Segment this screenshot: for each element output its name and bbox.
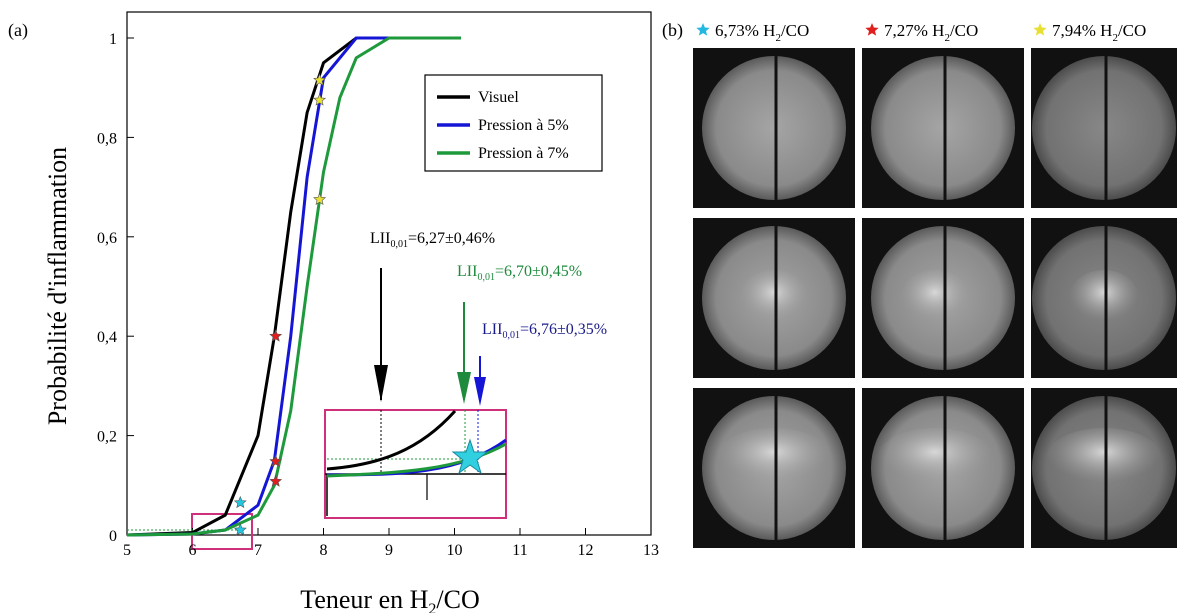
arrow-head [374, 365, 388, 402]
photo-disk [1032, 56, 1176, 200]
condition-label: 7,27% H2/CO [884, 21, 978, 44]
series-line [126, 36, 462, 537]
arrow-head [474, 377, 486, 406]
x-tick-label: 5 [123, 542, 131, 559]
inset-frame [324, 409, 507, 519]
annotation-text: =6,27±0,46% [408, 230, 495, 247]
annotation-text: LII [370, 230, 390, 247]
annotations: LII0,01=6,27±0,46%LII0,01=6,70±0,45%LII0… [370, 230, 607, 341]
photo-flame [1069, 270, 1139, 326]
condition-label: 6,73% H2/CO [715, 21, 809, 44]
x-tick-label: 9 [385, 542, 393, 559]
star-marker [313, 192, 327, 206]
condition-star [865, 23, 879, 36]
y-tick-label: 0,6 [97, 230, 117, 247]
x-label-text: /CO [436, 585, 479, 613]
star-marker [313, 93, 327, 106]
condition-text: /CO [781, 21, 809, 40]
y-tick-label: 0 [109, 528, 117, 545]
condition-star [696, 23, 710, 36]
annotation-text: LII [482, 321, 502, 338]
x-tick-label: 7 [254, 542, 262, 559]
annotation-sub: 0,01 [502, 330, 520, 341]
condition-text: 6,73% H [715, 21, 775, 40]
panel-label: (a) [8, 20, 28, 41]
photo-flame [716, 428, 832, 488]
star-marker [269, 474, 283, 487]
x-tick-label: 11 [512, 542, 527, 559]
condition-text: 7,94% H [1052, 21, 1112, 40]
condition-text: /CO [1118, 21, 1146, 40]
legend-label: Visuel [478, 89, 519, 106]
photo-disk [871, 56, 1015, 200]
annotation-text: LII [457, 263, 477, 280]
legend-label: Pression à 5% [478, 117, 569, 134]
photo-disk [702, 56, 846, 200]
y-axis-label: Probabilité d'inflammation [43, 147, 72, 425]
photo-panel: (b) 6,73% H2/CO 7,27% H2/CO 7,94% H2/CO [662, 20, 1177, 548]
annotation-text: =6,70±0,45% [495, 263, 582, 280]
annotation-sub: 0,01 [390, 239, 408, 250]
condition-sub: 2 [775, 32, 781, 44]
star-marker [233, 495, 247, 509]
x-tick-label: 10 [447, 542, 463, 559]
condition-label: 7,94% H2/CO [1052, 21, 1146, 44]
condition-star [1033, 23, 1047, 36]
star-marker [313, 73, 327, 86]
inset-curve [326, 442, 507, 478]
y-tick-label: 0,8 [97, 130, 117, 147]
inset-star [451, 438, 489, 475]
legend-label: Pression à 7% [478, 145, 569, 162]
star-marker [269, 454, 283, 467]
x-label-text: Teneur en H [300, 585, 428, 613]
inset [191, 268, 507, 550]
panel-label: (b) [662, 20, 683, 41]
x-tick-label: 6 [189, 542, 197, 559]
condition-sub: 2 [944, 32, 950, 44]
x-tick-label: 13 [643, 542, 659, 559]
y-tick-label: 0,2 [97, 429, 117, 446]
annotation-sub: 0,01 [477, 272, 495, 283]
x-tick-label: 8 [320, 542, 328, 559]
inset-curve [326, 409, 457, 471]
x-axis-label: Teneur en H2/CO [300, 585, 479, 613]
legend-frame [424, 74, 603, 172]
star-marker [233, 523, 247, 536]
x-tick-label: 12 [578, 542, 594, 559]
photo-flame [900, 270, 970, 326]
x-label-sub: 2 [428, 601, 436, 613]
y-tick-label: 1 [109, 31, 117, 48]
photo-flame [1046, 428, 1162, 488]
annotation: LII0,01=6,70±0,45% [457, 263, 582, 283]
annotation: LII0,01=6,76±0,35% [482, 321, 607, 341]
photo-flame [739, 270, 809, 326]
star-marker [269, 329, 283, 342]
annotation-text: =6,76±0,35% [520, 321, 607, 338]
condition-text: 7,27% H [884, 21, 944, 40]
condition-sub: 2 [1112, 32, 1118, 44]
arrow-head [457, 372, 471, 404]
photo-flame [877, 428, 993, 488]
y-tick-label: 0,4 [97, 329, 117, 346]
condition-text: /CO [950, 21, 978, 40]
annotation: LII0,01=6,27±0,46% [370, 230, 495, 250]
